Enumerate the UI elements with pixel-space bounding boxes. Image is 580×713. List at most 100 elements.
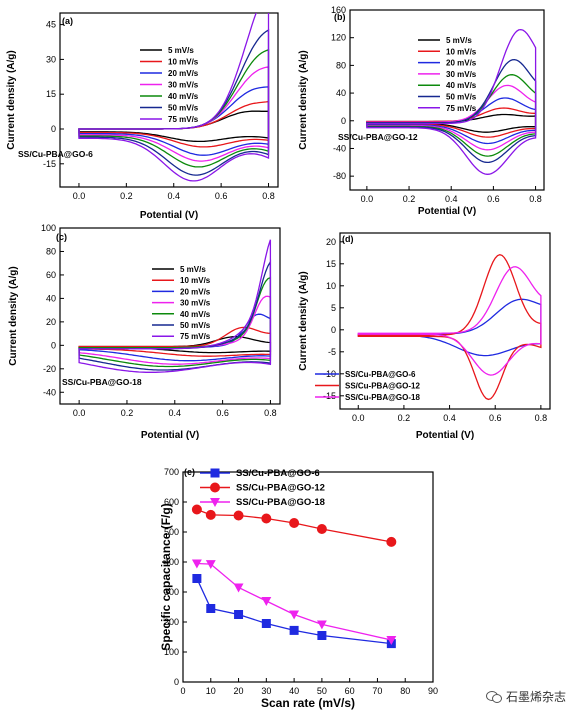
x-axis-title: Potential (V) — [140, 210, 198, 221]
panel-label: (d) — [342, 234, 354, 244]
sample-label: SS/Cu-PBA@GO-12 — [338, 132, 418, 142]
data-point — [289, 625, 299, 635]
legend-label: 30 mV/s — [180, 299, 211, 308]
x-tick-label: 0.8 — [529, 194, 542, 204]
x-tick-label: 0.2 — [120, 191, 133, 201]
cv-curves — [78, 239, 272, 373]
x-tick-label: 30 — [261, 686, 271, 696]
legend-label: 75 mV/s — [168, 115, 199, 124]
y-axis-title: Specific capacitance (F/g) — [159, 503, 173, 650]
y-tick-label: 200 — [164, 617, 179, 627]
x-tick-label: 0.6 — [487, 194, 500, 204]
cv-loop — [78, 239, 272, 373]
x-tick-label: 0.0 — [352, 413, 365, 423]
x-tick-label: 0.8 — [262, 191, 275, 201]
y-tick-label: 15 — [326, 259, 336, 269]
legend-label: 5 mV/s — [180, 265, 206, 274]
x-tick-label: 0.0 — [73, 408, 86, 418]
y-tick-label: 600 — [164, 497, 179, 507]
legend-label: SS/Cu-PBA@GO-12 — [345, 382, 420, 391]
data-point — [261, 513, 272, 524]
legend-label: 50 mV/s — [446, 93, 477, 102]
data-point — [317, 631, 327, 640]
legend-label: 40 mV/s — [180, 310, 211, 319]
x-tick-label: 0.4 — [443, 413, 456, 423]
x-tick-label: 20 — [234, 686, 244, 696]
x-axis-title: Potential (V) — [416, 430, 474, 441]
cv-curves — [78, 13, 270, 182]
y-tick-label: 10 — [326, 281, 336, 291]
wechat-icon — [485, 690, 502, 703]
legend-label: 30 mV/s — [446, 70, 477, 79]
x-tick-label: 0.6 — [489, 413, 502, 423]
legend-label: 10 mV/s — [446, 47, 477, 56]
legend-label: 5 mV/s — [446, 36, 472, 45]
plot-frame — [349, 9, 545, 191]
y-tick-label: -40 — [43, 387, 56, 397]
data-point — [261, 597, 272, 606]
x-tick-label: 0 — [180, 686, 185, 696]
data-point — [233, 510, 244, 521]
x-tick-label: 50 — [317, 686, 327, 696]
plot-frame — [339, 232, 551, 410]
y-tick-label: -15 — [43, 159, 56, 169]
data-point — [205, 509, 216, 520]
y-tick-label: 20 — [326, 237, 336, 247]
panel-label: (b) — [334, 12, 346, 22]
cv-loop — [357, 298, 542, 357]
y-tick-label: -20 — [43, 364, 56, 374]
panel-label: (a) — [62, 16, 73, 26]
y-axis-title: Current density (A/g) — [298, 271, 309, 370]
data-point — [316, 524, 327, 534]
cv-chart-d: 0.0 0.2 0.4 0.6 0.8-15-10-505101520Potential… — [298, 232, 551, 441]
legend-label: 50 mV/s — [180, 321, 211, 330]
capacitance-chart-e: 0 10 20 30 40 50 60 70 80 90 0 100 200 300 400 500 600 70… — [159, 467, 438, 710]
data-point — [233, 583, 244, 593]
sample-label: SS/Cu-PBA@GO-18 — [62, 377, 142, 387]
cv-chart-c: 0.0 0.2 0.4 0.6 0.8 -40 -20 0 20 40 60 80 100 Potenti… — [8, 223, 281, 441]
cv-curves — [366, 28, 537, 175]
data-point — [289, 518, 300, 528]
x-axis-title: Potential (V) — [141, 430, 199, 441]
legend-label: SS/Cu-PBA@GO-18 — [236, 497, 325, 508]
legend-label: SS/Cu-PBA@GO-6 — [345, 370, 416, 379]
legend-label: 5 mV/s — [168, 46, 194, 55]
y-tick-label: 5 — [331, 303, 336, 313]
x-tick-label: 80 — [400, 686, 410, 696]
data-point — [192, 574, 202, 583]
x-tick-label: 0.4 — [445, 194, 458, 204]
legend-label: SS/Cu-PBA@GO-12 — [236, 483, 325, 494]
x-tick-label: 0.0 — [361, 194, 374, 204]
y-tick-label: 40 — [46, 293, 56, 303]
legend-marker — [210, 498, 220, 507]
data-point — [191, 559, 202, 569]
legend-label: 20 mV/s — [180, 287, 211, 296]
cv-loop — [78, 259, 272, 371]
y-tick-label: 160 — [331, 5, 346, 15]
cv-loop — [78, 276, 272, 368]
data-point — [191, 504, 202, 515]
y-tick-label: -40 — [333, 143, 346, 153]
y-tick-label: -5 — [328, 347, 336, 357]
plot-frame — [59, 12, 279, 188]
y-tick-label: 0 — [51, 340, 56, 350]
y-tick-label: 15 — [46, 89, 56, 99]
sample-label: SS/Cu-PBA@GO-6 — [18, 149, 93, 159]
y-tick-label: -80 — [333, 171, 346, 181]
legend-marker — [210, 482, 220, 493]
x-tick-label: 70 — [372, 686, 382, 696]
legend-label: 75 mV/s — [446, 104, 477, 113]
legend-label: SS/Cu-PBA@GO-18 — [345, 393, 420, 402]
x-tick-label: 0.2 — [121, 408, 134, 418]
cv-loop — [357, 266, 542, 376]
y-tick-label: 40 — [336, 88, 346, 98]
y-tick-label: 30 — [46, 54, 56, 64]
y-tick-label: 100 — [41, 223, 56, 233]
cv-chart-b: 0.0 0.2 0.4 0.6 0.8 -80 -40 0 40 80 120 160 Potentia… — [298, 5, 545, 217]
legend-label: 30 mV/s — [168, 81, 199, 90]
legend-label: 10 mV/s — [180, 276, 211, 285]
x-tick-label: 90 — [428, 686, 438, 696]
y-tick-label: 0 — [341, 116, 346, 126]
x-axis-title: Potential (V) — [418, 206, 476, 217]
